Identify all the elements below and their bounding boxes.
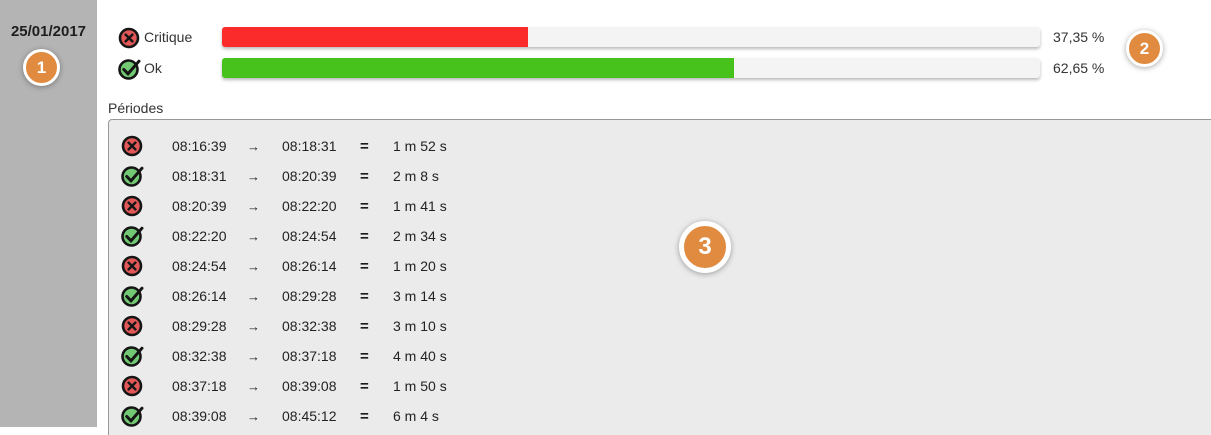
ok-status-icon bbox=[121, 165, 144, 187]
period-end-time: 08:37:18 bbox=[282, 348, 337, 364]
ok-status-icon bbox=[121, 345, 144, 367]
period-row: 08:32:38 → 08:37:18 = 4 m 40 s bbox=[109, 341, 1211, 371]
period-row: 08:22:20 → 08:24:54 = 2 m 34 s bbox=[109, 221, 1211, 251]
period-row: 08:26:14 → 08:29:28 = 3 m 14 s bbox=[109, 281, 1211, 311]
critical-status-icon bbox=[121, 315, 143, 337]
period-duration: 1 m 50 s bbox=[393, 378, 447, 394]
period-duration: 3 m 14 s bbox=[393, 288, 447, 304]
critical-percent: 37,35 % bbox=[1053, 29, 1105, 45]
period-end-time: 08:32:38 bbox=[282, 318, 337, 334]
period-start-time: 08:26:14 bbox=[172, 288, 227, 304]
equals-icon: = bbox=[360, 137, 369, 155]
period-duration: 2 m 8 s bbox=[393, 168, 439, 184]
period-row: 08:16:39 → 08:18:31 = 1 m 52 s bbox=[109, 131, 1211, 161]
period-end-time: 08:20:39 bbox=[282, 168, 337, 184]
period-row: 08:24:54 → 08:26:14 = 1 m 20 s bbox=[109, 251, 1211, 281]
step-1-badge: 1 bbox=[23, 49, 60, 86]
equals-icon: = bbox=[360, 257, 369, 275]
period-start-time: 08:18:31 bbox=[172, 168, 227, 184]
periods-list: 08:16:39 → 08:18:31 = 1 m 52 s 08:18:31 … bbox=[109, 131, 1211, 431]
equals-icon: = bbox=[360, 287, 369, 305]
critical-status-icon bbox=[121, 255, 143, 277]
arrow-right-icon: → bbox=[247, 408, 260, 424]
report-date: 25/01/2017 bbox=[10, 23, 87, 40]
arrow-right-icon: → bbox=[247, 258, 260, 274]
period-end-time: 08:18:31 bbox=[282, 138, 337, 154]
arrow-right-icon: → bbox=[247, 198, 260, 214]
period-row: 08:20:39 → 08:22:20 = 1 m 41 s bbox=[109, 191, 1211, 221]
period-start-time: 08:39:08 bbox=[172, 408, 227, 424]
ok-status-icon bbox=[118, 58, 141, 80]
arrow-right-icon: → bbox=[247, 228, 260, 244]
equals-icon: = bbox=[360, 167, 369, 185]
arrow-right-icon: → bbox=[247, 168, 260, 184]
period-duration: 6 m 4 s bbox=[393, 408, 439, 424]
critical-progress-track bbox=[222, 27, 1040, 47]
equals-icon: = bbox=[360, 347, 369, 365]
critical-status-icon bbox=[121, 135, 143, 157]
period-start-time: 08:37:18 bbox=[172, 378, 227, 394]
step-3-badge: 3 bbox=[679, 221, 731, 273]
period-end-time: 08:45:12 bbox=[282, 408, 337, 424]
ok-progress-track bbox=[222, 58, 1040, 78]
arrow-right-icon: → bbox=[247, 318, 260, 334]
critical-status-icon bbox=[121, 195, 143, 217]
arrow-right-icon: → bbox=[247, 138, 260, 154]
equals-icon: = bbox=[360, 377, 369, 395]
critical-progress-fill bbox=[222, 27, 528, 47]
equals-icon: = bbox=[360, 197, 369, 215]
critical-label: Critique bbox=[144, 29, 193, 45]
critical-status-icon bbox=[118, 27, 140, 49]
arrow-right-icon: → bbox=[247, 288, 260, 304]
period-end-time: 08:29:28 bbox=[282, 288, 337, 304]
arrow-right-icon: → bbox=[247, 378, 260, 394]
periods-title: Périodes bbox=[108, 100, 164, 116]
period-duration: 4 m 40 s bbox=[393, 348, 447, 364]
ok-label: Ok bbox=[144, 60, 162, 76]
arrow-right-icon: → bbox=[247, 348, 260, 364]
period-start-time: 08:24:54 bbox=[172, 258, 227, 274]
period-start-time: 08:16:39 bbox=[172, 138, 227, 154]
period-duration: 2 m 34 s bbox=[393, 228, 447, 244]
period-duration: 1 m 52 s bbox=[393, 138, 447, 154]
period-duration: 1 m 41 s bbox=[393, 198, 447, 214]
periods-panel: 08:16:39 → 08:18:31 = 1 m 52 s 08:18:31 … bbox=[108, 119, 1211, 435]
period-row: 08:39:08 → 08:45:12 = 6 m 4 s bbox=[109, 401, 1211, 431]
ok-percent: 62,65 % bbox=[1053, 60, 1105, 76]
ok-status-icon bbox=[121, 225, 144, 247]
period-duration: 3 m 10 s bbox=[393, 318, 447, 334]
period-end-time: 08:24:54 bbox=[282, 228, 337, 244]
ok-status-icon bbox=[121, 405, 144, 427]
period-start-time: 08:29:28 bbox=[172, 318, 227, 334]
period-start-time: 08:20:39 bbox=[172, 198, 227, 214]
period-start-time: 08:32:38 bbox=[172, 348, 227, 364]
period-duration: 1 m 20 s bbox=[393, 258, 447, 274]
period-start-time: 08:22:20 bbox=[172, 228, 227, 244]
critical-status-icon bbox=[121, 375, 143, 397]
period-row: 08:29:28 → 08:32:38 = 3 m 10 s bbox=[109, 311, 1211, 341]
period-end-time: 08:26:14 bbox=[282, 258, 337, 274]
period-row: 08:37:18 → 08:39:08 = 1 m 50 s bbox=[109, 371, 1211, 401]
equals-icon: = bbox=[360, 227, 369, 245]
period-end-time: 08:39:08 bbox=[282, 378, 337, 394]
period-end-time: 08:22:20 bbox=[282, 198, 337, 214]
period-row: 08:18:31 → 08:20:39 = 2 m 8 s bbox=[109, 161, 1211, 191]
ok-status-icon bbox=[121, 285, 144, 307]
ok-progress-fill bbox=[222, 58, 735, 78]
equals-icon: = bbox=[360, 407, 369, 425]
equals-icon: = bbox=[360, 317, 369, 335]
step-2-badge: 2 bbox=[1126, 30, 1163, 67]
